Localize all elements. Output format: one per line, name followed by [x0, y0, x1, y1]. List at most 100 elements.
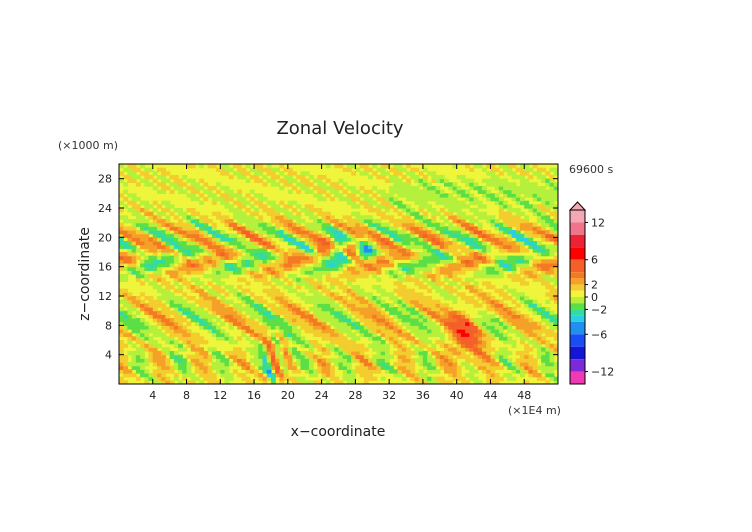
- field-cell: [376, 189, 382, 194]
- field-cell: [541, 252, 546, 257]
- field-cell: [127, 266, 133, 271]
- field-cell: [389, 263, 394, 268]
- field-cell: [389, 307, 394, 312]
- field-cell: [169, 270, 175, 275]
- field-cell: [346, 288, 352, 293]
- field-cell: [119, 215, 124, 220]
- field-cell: [384, 178, 390, 183]
- field-cell: [190, 189, 196, 194]
- field-cell: [161, 292, 167, 297]
- field-cell: [300, 292, 306, 297]
- field-cell: [254, 167, 259, 172]
- field-cell: [228, 255, 234, 260]
- field-cell: [330, 186, 335, 191]
- field-cell: [511, 259, 517, 264]
- field-cell: [418, 171, 424, 176]
- field-cell: [283, 376, 289, 381]
- y-axis-label: z−coordinate: [77, 227, 93, 321]
- field-cell: [346, 193, 352, 198]
- field-cell: [520, 222, 525, 227]
- field-cell: [152, 237, 158, 242]
- field-cell: [410, 321, 416, 326]
- field-cell: [511, 365, 517, 370]
- field-cell: [169, 299, 175, 304]
- field-cell: [498, 325, 504, 330]
- field-cell: [456, 252, 462, 257]
- field-cell: [148, 281, 154, 286]
- field-cell: [178, 222, 183, 227]
- field-cell: [140, 373, 145, 378]
- field-cell: [169, 336, 175, 341]
- field-cell: [313, 340, 318, 345]
- field-cell: [507, 318, 513, 323]
- field-cell: [494, 354, 500, 359]
- colorbar-tick-label: −6: [591, 328, 607, 341]
- field-cell: [119, 255, 124, 260]
- field-cell: [406, 241, 411, 246]
- field-cell: [292, 380, 297, 384]
- field-cell: [186, 244, 192, 249]
- field-cell: [232, 351, 238, 356]
- field-cell: [224, 233, 230, 238]
- field-cell: [330, 296, 335, 301]
- field-cell: [431, 365, 437, 370]
- field-cell: [190, 354, 196, 359]
- field-cell: [254, 321, 259, 326]
- field-cell: [325, 263, 331, 268]
- field-cell: [511, 299, 517, 304]
- field-cell: [258, 237, 264, 242]
- field-cell: [119, 362, 124, 367]
- field-cell: [418, 259, 424, 264]
- field-cell: [368, 208, 373, 213]
- field-cell: [422, 303, 428, 308]
- field-cell: [414, 347, 420, 352]
- field-cell: [342, 329, 348, 334]
- field-cell: [241, 373, 247, 378]
- field-cell: [186, 365, 192, 370]
- field-cell: [393, 373, 399, 378]
- field-cell: [119, 237, 124, 242]
- field-cell: [178, 299, 183, 304]
- field-cell: [452, 358, 458, 363]
- field-cell: [528, 270, 534, 275]
- field-cell: [308, 380, 314, 384]
- field-cell: [418, 230, 424, 235]
- field-cell: [524, 270, 530, 275]
- field-cell: [296, 292, 302, 297]
- field-cell: [363, 164, 369, 169]
- field-cell: [308, 208, 314, 213]
- field-cell: [368, 299, 373, 304]
- field-cell: [431, 329, 437, 334]
- field-cell: [321, 215, 327, 220]
- field-cell: [203, 230, 209, 235]
- field-cell: [275, 248, 280, 253]
- field-cell: [359, 171, 365, 176]
- field-cell: [511, 182, 517, 187]
- field-cell: [241, 314, 247, 319]
- field-cell: [380, 314, 386, 319]
- field-cell: [321, 365, 327, 370]
- field-cell: [376, 222, 382, 227]
- field-cell: [296, 362, 302, 367]
- field-cell: [532, 241, 538, 246]
- field-cell: [469, 296, 475, 301]
- field-cell: [119, 347, 124, 352]
- field-cell: [237, 310, 243, 315]
- field-cell: [418, 252, 424, 257]
- field-cell: [380, 358, 386, 363]
- field-cell: [342, 365, 348, 370]
- field-cell: [545, 277, 551, 282]
- field-cell: [460, 175, 466, 180]
- field-cell: [397, 310, 403, 315]
- field-cell: [216, 241, 221, 246]
- field-cell: [401, 186, 407, 191]
- field-cell: [262, 237, 268, 242]
- field-cell: [190, 186, 196, 191]
- field-cell: [262, 347, 268, 352]
- field-cell: [140, 329, 145, 334]
- field-cell: [300, 380, 306, 384]
- field-cell: [507, 310, 513, 315]
- field-cell: [520, 277, 525, 282]
- field-cell: [186, 296, 192, 301]
- field-cell: [325, 325, 331, 330]
